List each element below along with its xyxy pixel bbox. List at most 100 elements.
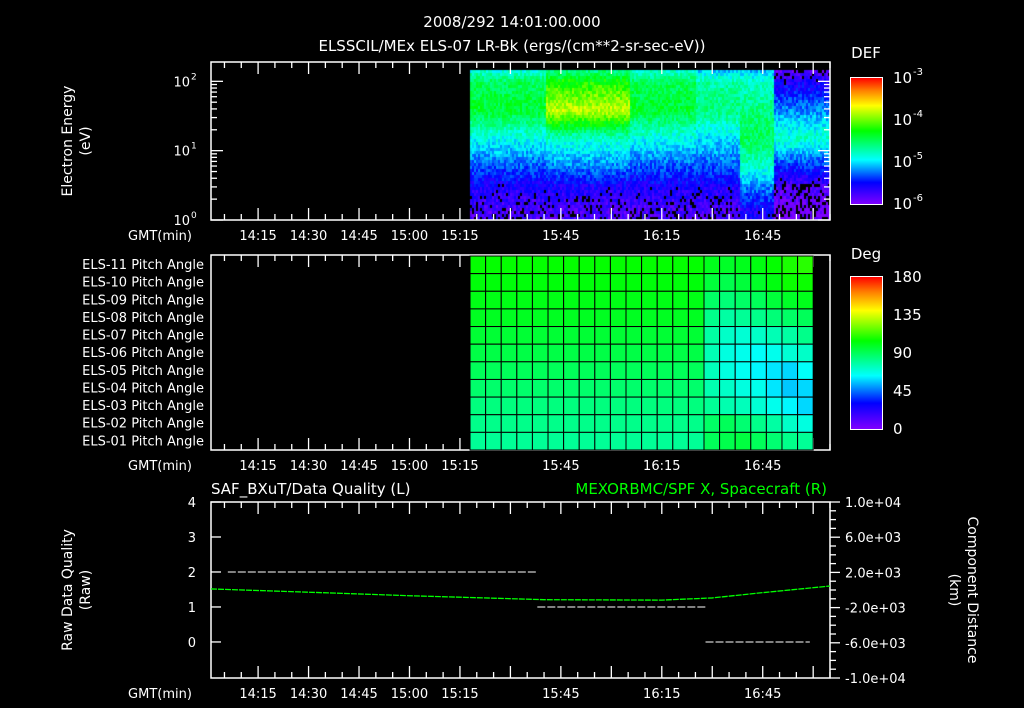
pitch-angle-cell bbox=[531, 431, 549, 451]
pitch-angle-cell bbox=[781, 431, 799, 451]
time-tick-label: 15:45 bbox=[542, 687, 579, 702]
pitch-angle-cell bbox=[672, 255, 689, 275]
pitch-angle-cell bbox=[734, 308, 752, 328]
pitch-angle-cell bbox=[656, 290, 674, 310]
pitch-angle-cell bbox=[719, 414, 736, 433]
pitch-angle-cell bbox=[672, 396, 689, 416]
pitch-angle-cell bbox=[781, 361, 799, 380]
deg-colorbar bbox=[850, 276, 883, 430]
quality-tick-label: 2 bbox=[188, 566, 196, 581]
pitch-angle-cell bbox=[578, 361, 596, 380]
pitch-angle-cell bbox=[703, 396, 721, 416]
pitch-angle-cell bbox=[672, 273, 689, 292]
pitch-angle-cell bbox=[625, 290, 643, 310]
pitch-angle-cell bbox=[672, 308, 689, 328]
pitch-angle-cell bbox=[625, 343, 643, 363]
panel3-right-title: MEXORBMC/SPF X, Spacecraft (R) bbox=[575, 480, 827, 498]
pitch-angle-cell bbox=[687, 378, 705, 398]
pitch-angle-cell bbox=[625, 431, 643, 451]
pitch-angle-row-label: ELS-04 Pitch Angle bbox=[82, 381, 204, 396]
time-tick-label: 14:45 bbox=[340, 687, 377, 702]
pitch-angle-cell bbox=[469, 343, 487, 363]
pitch-angle-cell bbox=[563, 255, 580, 275]
pitch-angle-cell bbox=[500, 414, 518, 433]
pitch-angle-cell bbox=[734, 414, 752, 433]
pitch-angle-cell bbox=[563, 273, 580, 292]
pitch-angle-cell bbox=[578, 308, 596, 328]
pitch-angle-cell bbox=[734, 361, 752, 380]
def-colorbar-label: 10 bbox=[893, 195, 912, 213]
pitch-angle-cell bbox=[609, 308, 627, 328]
pitch-angle-cell bbox=[578, 326, 596, 345]
pitch-angle-cell bbox=[547, 414, 565, 433]
pitch-angle-cell bbox=[750, 308, 767, 328]
time-tick-label: 14:30 bbox=[290, 229, 327, 244]
pitch-angle-cell bbox=[703, 273, 721, 292]
pitch-angle-cell bbox=[687, 396, 705, 416]
pitch-angle-cell bbox=[625, 255, 643, 275]
pitch-angle-cell bbox=[687, 326, 705, 345]
distance-axis-label: Component Distance bbox=[964, 517, 980, 664]
pitch-angle-cell bbox=[703, 361, 721, 380]
pitch-angle-cell bbox=[625, 378, 643, 398]
pitch-angle-cell bbox=[609, 431, 627, 451]
pitch-angle-cell bbox=[765, 273, 783, 292]
pitch-angle-cell bbox=[734, 290, 752, 310]
pitch-angle-cell bbox=[719, 308, 736, 328]
pitch-angle-cell bbox=[687, 431, 705, 451]
pitch-angle-cell bbox=[797, 290, 814, 310]
quality-tick-label: 0 bbox=[188, 636, 196, 651]
time-tick-label: 16:45 bbox=[744, 459, 781, 474]
pitch-angle-cell bbox=[687, 273, 705, 292]
pitch-angle-cell bbox=[781, 396, 799, 416]
pitch-angle-cell bbox=[594, 326, 611, 345]
pitch-angle-cell bbox=[765, 431, 783, 451]
pitch-angle-cell bbox=[594, 431, 611, 451]
pitch-angle-cell bbox=[500, 290, 518, 310]
pitch-angle-cell bbox=[797, 361, 814, 380]
pitch-angle-cell bbox=[641, 255, 658, 275]
pitch-angle-cell bbox=[703, 255, 721, 275]
pitch-angle-cell bbox=[719, 290, 736, 310]
pitch-angle-cell bbox=[547, 308, 565, 328]
energy-tick-exponent: 2 bbox=[191, 72, 197, 82]
pitch-angle-cell bbox=[641, 308, 658, 328]
time-tick-label: 16:45 bbox=[744, 229, 781, 244]
pitch-angle-cell bbox=[594, 378, 611, 398]
def-colorbar-label: 10 bbox=[893, 153, 912, 171]
pitch-angle-cell bbox=[547, 396, 565, 416]
pitch-angle-cell bbox=[485, 414, 502, 433]
pitch-angle-cell bbox=[469, 378, 487, 398]
pitch-angle-cell bbox=[531, 396, 549, 416]
pitch-angle-cell bbox=[578, 290, 596, 310]
pitch-angle-row-label: ELS-02 Pitch Angle bbox=[82, 417, 204, 432]
pitch-angle-cell bbox=[703, 414, 721, 433]
pitch-angle-cell bbox=[531, 343, 549, 363]
pitch-angle-cell bbox=[750, 326, 767, 345]
pitch-angle-cell bbox=[641, 431, 658, 451]
time-axis-label: GMT(min) bbox=[128, 459, 192, 474]
pitch-angle-cell bbox=[734, 326, 752, 345]
time-tick-label: 14:15 bbox=[239, 459, 276, 474]
pitch-angle-cell bbox=[609, 255, 627, 275]
pitch-angle-cell bbox=[797, 273, 814, 292]
panel-3-frame bbox=[210, 501, 831, 679]
energy-tick-label: 10 bbox=[173, 214, 190, 229]
pitch-angle-cell bbox=[734, 378, 752, 398]
pitch-angle-cell bbox=[500, 343, 518, 363]
time-tick-label: 14:30 bbox=[290, 459, 327, 474]
pitch-angle-cell bbox=[719, 273, 736, 292]
pitch-angle-cell bbox=[485, 308, 502, 328]
pitch-angle-cell bbox=[781, 326, 799, 345]
pitch-angle-row-label: ELS-06 Pitch Angle bbox=[82, 346, 204, 361]
time-axis-label: GMT(min) bbox=[128, 229, 192, 244]
pitch-angle-cell bbox=[563, 343, 580, 363]
pitch-angle-cell bbox=[578, 378, 596, 398]
pitch-angle-cell bbox=[531, 290, 549, 310]
pitch-angle-cell bbox=[765, 378, 783, 398]
pitch-angle-cell bbox=[609, 414, 627, 433]
pitch-angle-cell bbox=[797, 255, 814, 275]
pitch-angle-cell bbox=[578, 414, 596, 433]
